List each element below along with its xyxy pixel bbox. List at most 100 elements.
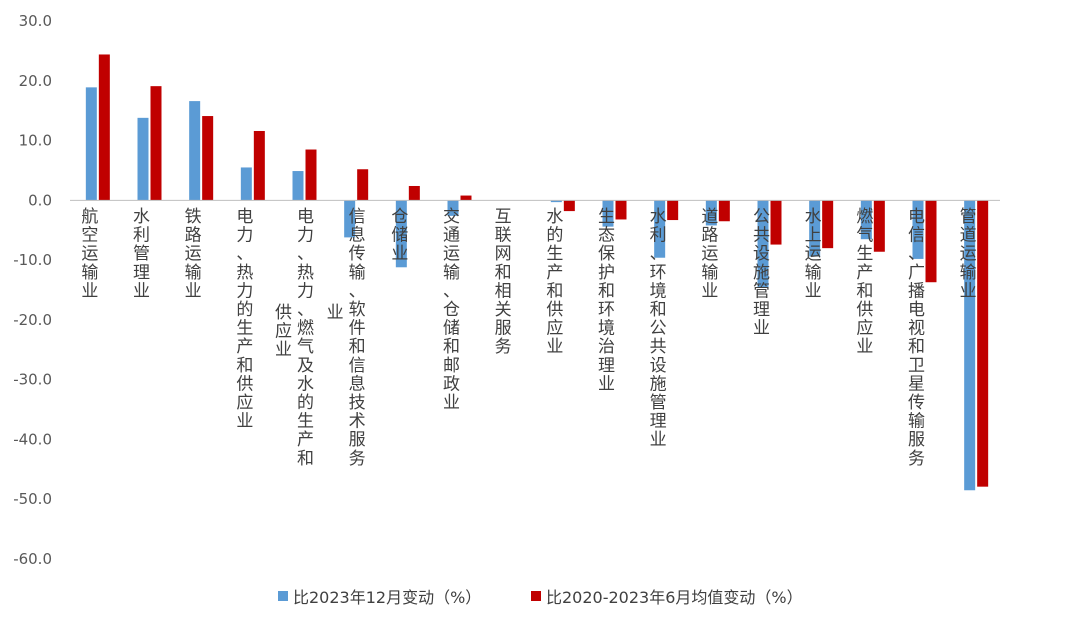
bar-series-1 xyxy=(860,200,872,240)
svg-text:管: 管 xyxy=(650,393,667,413)
svg-text:卫: 卫 xyxy=(908,356,925,376)
svg-text:设: 设 xyxy=(753,244,770,264)
bar-series-1 xyxy=(344,200,356,238)
y-tick-label: 0.0 xyxy=(28,191,52,209)
y-tick-label: -10.0 xyxy=(13,251,52,269)
y-tick-label: -50.0 xyxy=(13,490,52,508)
bar-series-2 xyxy=(770,200,782,245)
svg-text:、: 、 xyxy=(236,244,253,264)
svg-text:输: 输 xyxy=(960,263,977,283)
svg-text:水: 水 xyxy=(650,207,667,227)
svg-text:气: 气 xyxy=(856,226,873,246)
svg-text:务: 务 xyxy=(495,337,512,357)
bar-series-1 xyxy=(964,200,976,491)
svg-text:应: 应 xyxy=(546,319,563,339)
y-tick-label: -30.0 xyxy=(13,371,52,389)
bar-series-1 xyxy=(757,200,769,288)
svg-text:生: 生 xyxy=(856,244,873,264)
svg-text:和: 和 xyxy=(236,356,253,376)
svg-text:输: 输 xyxy=(349,263,366,283)
svg-text:相: 相 xyxy=(495,281,512,301)
bar-series-2 xyxy=(460,195,472,201)
svg-text:水: 水 xyxy=(805,207,822,227)
svg-text:业: 业 xyxy=(701,281,718,301)
svg-text:和: 和 xyxy=(650,300,667,320)
svg-text:水: 水 xyxy=(133,207,150,227)
bar-series-2 xyxy=(718,200,730,222)
svg-text:输: 输 xyxy=(185,263,202,283)
svg-text:、: 、 xyxy=(297,300,314,320)
svg-text:业: 业 xyxy=(327,303,344,323)
svg-text:运: 运 xyxy=(81,244,98,264)
svg-text:产: 产 xyxy=(856,263,873,283)
svg-text:信: 信 xyxy=(349,356,366,376)
svg-text:、: 、 xyxy=(297,244,314,264)
bar-series-2 xyxy=(408,185,420,201)
bar-series-1 xyxy=(395,200,407,268)
bars xyxy=(85,54,989,491)
svg-text:业: 业 xyxy=(805,281,822,301)
y-tick-label: 30.0 xyxy=(19,12,52,30)
svg-text:和: 和 xyxy=(598,281,615,301)
bar-series-1 xyxy=(809,200,821,257)
svg-text:理: 理 xyxy=(133,263,150,283)
svg-text:息: 息 xyxy=(349,374,366,394)
bar-series-1 xyxy=(705,200,717,226)
svg-text:输: 输 xyxy=(81,263,98,283)
svg-text:道: 道 xyxy=(701,207,718,227)
svg-text:利: 利 xyxy=(133,226,150,246)
svg-text:和: 和 xyxy=(349,337,366,357)
bar-series-2 xyxy=(977,200,989,487)
svg-text:管: 管 xyxy=(960,207,977,227)
svg-text:政: 政 xyxy=(443,374,460,394)
svg-text:供: 供 xyxy=(236,374,253,394)
svg-text:的: 的 xyxy=(236,300,253,320)
bar-series-1 xyxy=(550,200,562,203)
svg-text:业: 业 xyxy=(236,412,253,432)
bar-series-2 xyxy=(357,169,369,201)
svg-text:储: 储 xyxy=(391,226,408,246)
svg-text:务: 务 xyxy=(908,449,925,469)
y-tick-label: 10.0 xyxy=(19,132,52,150)
svg-text:星: 星 xyxy=(908,374,925,394)
svg-text:水: 水 xyxy=(297,374,314,394)
svg-text:和: 和 xyxy=(297,449,314,469)
svg-text:视: 视 xyxy=(908,319,925,339)
svg-text:生: 生 xyxy=(297,412,314,432)
svg-text:业: 业 xyxy=(133,281,150,301)
svg-text:施: 施 xyxy=(753,263,770,283)
bar-series-1 xyxy=(137,117,149,201)
svg-text:邮: 邮 xyxy=(443,356,460,376)
svg-text:、: 、 xyxy=(349,281,366,301)
svg-text:共: 共 xyxy=(650,337,667,357)
bar-series-1 xyxy=(292,171,304,201)
svg-text:气: 气 xyxy=(297,337,314,357)
svg-text:联: 联 xyxy=(495,226,512,246)
svg-text:和: 和 xyxy=(546,281,563,301)
category-labels: 航空运输业水利管理业铁路运输业电力、热力的生产和供应业电力、热力、燃气及水的生产… xyxy=(81,207,976,469)
svg-text:务: 务 xyxy=(349,449,366,469)
svg-text:道: 道 xyxy=(960,226,977,246)
svg-text:电: 电 xyxy=(908,300,925,320)
svg-text:关: 关 xyxy=(495,300,512,320)
svg-text:公: 公 xyxy=(753,207,770,227)
svg-text:储: 储 xyxy=(443,319,460,339)
svg-text:及: 及 xyxy=(297,356,314,376)
bar-series-2 xyxy=(563,200,575,212)
bar-series-1 xyxy=(240,167,252,201)
svg-text:燃: 燃 xyxy=(856,207,873,227)
svg-text:业: 业 xyxy=(546,337,563,357)
svg-text:路: 路 xyxy=(185,226,202,246)
svg-text:业: 业 xyxy=(960,281,977,301)
svg-text:境: 境 xyxy=(598,319,615,339)
svg-text:输: 输 xyxy=(805,263,822,283)
svg-text:业: 业 xyxy=(185,281,202,301)
